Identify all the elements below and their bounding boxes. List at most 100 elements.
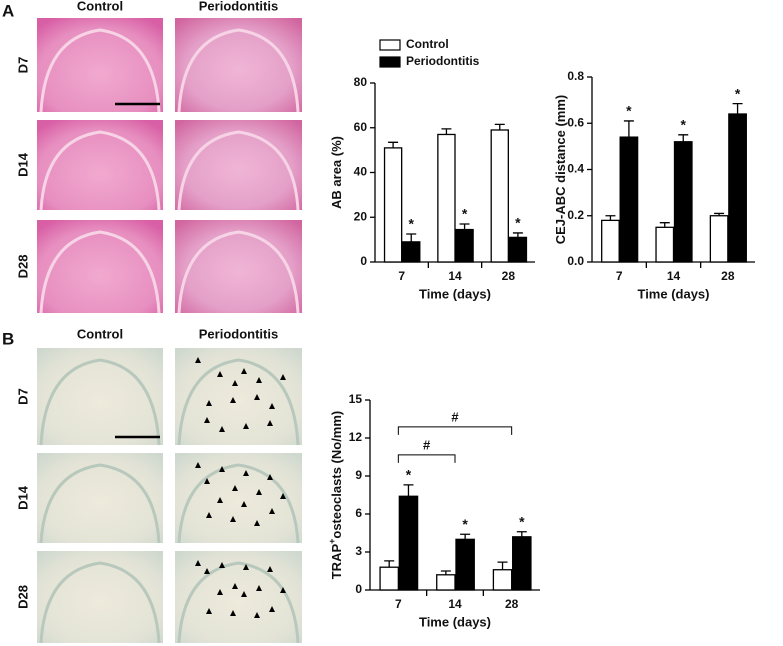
x-tick-label: 28 [502,269,516,283]
arrowhead [219,466,225,472]
arrowhead [217,371,223,377]
bar [379,566,399,591]
arrowhead [195,560,201,566]
legend-swatch [379,39,401,51]
row-label: D28 [15,585,30,609]
arrowhead [267,420,273,426]
bar [709,215,729,263]
column-header: Control [77,326,123,341]
significance-label: * [681,117,687,133]
x-tick-label: 28 [721,269,735,283]
arrowhead [195,357,201,363]
error-bar [406,233,417,242]
tissue-outline [39,561,161,644]
error-bar [659,222,670,228]
tissue-image [175,220,302,313]
error-bar [460,533,471,540]
bar [437,133,456,263]
x-axis-title: Time (days) [419,286,491,301]
arrowhead [243,423,249,429]
arrowhead [219,562,225,568]
arrowhead [206,400,212,406]
tissue-outline [177,130,300,211]
x-axis-title: Time (days) [637,286,709,301]
arrowhead [206,608,212,614]
arrowhead [254,520,260,526]
panel-letter: A [2,1,14,20]
significance-label: * [519,513,525,529]
y-axis-title: CEJ-ABC distance (mm) [553,95,568,245]
arrowhead [269,606,275,612]
error-bar [605,215,616,221]
tissue-image [175,120,302,210]
comparison-bracket [397,454,456,463]
row-label: D28 [15,255,30,279]
row-label: D14 [15,152,30,177]
arrowhead [217,497,223,503]
error-bar [623,120,634,138]
tissue-outline [177,358,300,446]
y-tick-label: 6 [355,506,362,520]
error-bar [516,531,527,537]
legend-swatch [379,56,401,68]
tissue-image [175,551,302,643]
arrowhead [280,587,286,593]
error-bar [714,212,725,216]
arrowhead [241,591,247,597]
tissue-outline [177,28,300,113]
y-tick-label: 0 [360,254,367,268]
arrowhead [232,380,238,386]
significance-label: * [406,467,412,483]
bar [728,113,747,263]
bar [455,538,475,591]
tissue-outline [39,358,161,446]
tissue-outline [177,463,300,544]
y-tick-label: 0.8 [567,69,584,83]
y-tick-label: 0.4 [567,162,584,176]
y-tick-label: 80 [354,75,368,89]
arrowhead [280,493,286,499]
error-bar [440,570,451,575]
arrowhead [230,397,236,403]
arrowhead [206,512,212,518]
arrowhead [243,470,249,476]
tissue-outline [39,230,161,314]
significance-label: * [462,516,468,532]
y-tick-label: 3 [355,544,362,558]
tissue-image [37,348,163,445]
bar [490,129,509,263]
arrowhead [230,610,236,616]
x-tick-label: 14 [448,597,462,611]
x-tick-label: 7 [395,597,402,611]
y-tick-label: 20 [354,209,368,223]
arrowhead [254,612,260,618]
significance-label: * [515,215,521,231]
arrowhead [232,583,238,589]
error-bar [494,123,505,130]
x-axis-title: Time (days) [419,614,491,629]
row-label: D7 [15,57,30,74]
arrowhead [195,462,201,468]
error-bar [388,141,399,148]
error-bar [459,223,470,230]
y-tick-label: 15 [349,392,363,406]
tissue-image [175,18,302,112]
arrowhead [256,489,262,495]
bar [436,574,456,591]
significance-label: * [735,85,741,101]
bracket-label: # [451,409,459,424]
error-bar [732,102,743,114]
arrowhead [241,501,247,507]
y-axis-title-part: CEJ-ABC distance (mm) [553,95,568,245]
histology-images [37,18,302,644]
tissue-outline [39,130,161,211]
error-bar [384,560,395,568]
bar [512,536,532,591]
arrowhead [267,474,273,480]
tissue-image [37,453,163,543]
arrowhead [267,566,273,572]
bar [619,136,639,263]
column-header: Periodontitis [199,326,278,341]
arrowhead [243,564,249,570]
